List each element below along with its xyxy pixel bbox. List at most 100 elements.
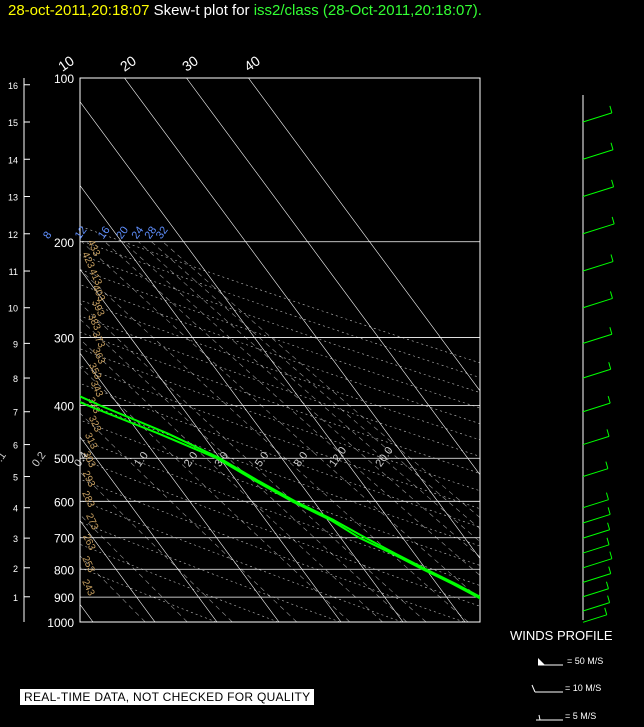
chart-header: 28-oct-2011,20:18:07 Skew-t plot for iss…: [8, 2, 482, 19]
wind-barb-flag: [604, 607, 608, 615]
wind-barb: [582, 435, 610, 446]
wind-barb-50-icon: [538, 657, 563, 666]
wind-legend-10-label: = 10 M/S: [565, 683, 602, 693]
wind-barb: [582, 573, 611, 583]
isotherm-line: [80, 268, 342, 622]
pressure-tick-label: 400: [54, 400, 74, 414]
mixing-ratio-label: 20: [114, 224, 131, 241]
height-tick-label: 1: [13, 593, 18, 603]
dry-adiabat-line: [80, 438, 480, 586]
height-tick-label: 16: [8, 81, 18, 91]
header-source: iss2/class (28-Oct-2011,20:18:07).: [253, 2, 482, 19]
height-tick-label: 5: [13, 473, 18, 483]
mixing-ratio-line: [104, 241, 480, 576]
pressure-tick-label: 800: [54, 563, 74, 577]
mixing-ratio-label: 12: [73, 224, 90, 241]
dry-adiabat-line: [80, 567, 217, 622]
wind-barb: [582, 149, 614, 160]
wind-barb-flag: [609, 327, 613, 335]
wind-barb-flag: [609, 291, 613, 299]
dewpoint-trace: [80, 401, 480, 600]
wind-barb-flag: [609, 105, 613, 114]
mixing-ratio-label: 12.0: [327, 445, 349, 469]
wind-barb: [582, 499, 609, 509]
mixing-ratio-label: 28: [142, 224, 159, 241]
wind-barb: [582, 297, 613, 309]
wind-barb-5-icon: [536, 714, 563, 721]
wind-barb: [582, 368, 611, 379]
height-tick-label: 14: [8, 155, 18, 165]
mixing-ratio-label: 5.0: [253, 450, 272, 469]
wind-barb-flag: [608, 362, 612, 370]
mixing-ratio-label: 1.0: [132, 450, 151, 469]
height-tick-label: 13: [8, 193, 18, 203]
header-title: Skew-t plot for: [153, 2, 250, 19]
height-tick-label: 7: [13, 408, 18, 418]
mixing-ratio-line: [80, 338, 383, 622]
mixing-ratio-line: [80, 366, 351, 622]
wind-barb: [582, 402, 611, 413]
mixing-ratio-label: 8.0: [292, 450, 311, 469]
mixing-ratio-line: [138, 241, 480, 543]
dry-adiabat-label: 353: [86, 361, 103, 381]
wind-barb-flag: [611, 179, 615, 187]
wind-barb: [582, 112, 613, 123]
wind-barb-flag: [607, 396, 611, 404]
mixing-ratio-label: 32: [154, 224, 171, 241]
winds-profile-title: WINDS PROFILE: [510, 628, 613, 643]
mixing-ratio-label: 24: [129, 224, 146, 241]
wind-barb: [582, 261, 614, 272]
isotherm-line: [248, 78, 480, 392]
isotherm-line: [80, 352, 280, 622]
wind-barb-flag: [608, 566, 612, 574]
height-tick-label: 2: [13, 564, 18, 574]
mixing-ratio-label: 2.0: [182, 450, 201, 469]
height-tick-label: 12: [8, 230, 18, 240]
wind-legend-5: = 5 M/S: [535, 711, 596, 722]
wind-barb: [582, 529, 610, 539]
dry-adiabat-label: 283: [79, 489, 96, 509]
dry-adiabat-line: [80, 544, 279, 622]
height-tick-label: 9: [13, 339, 18, 349]
wind-barb-flag: [607, 595, 611, 603]
mixing-ratio-label: 16: [96, 224, 113, 241]
wind-barb: [582, 588, 609, 598]
quality-notice: REAL-TIME DATA, NOT CHECKED FOR QUALITY: [20, 689, 315, 705]
temperature-trace: [80, 395, 480, 598]
wind-barb-flag: [610, 142, 614, 150]
wind-barb-flag: [611, 216, 615, 225]
mixing-ratio-label: 4: [0, 229, 3, 241]
mixing-ratio-line: [80, 471, 233, 622]
isotherm-line: [80, 101, 466, 622]
pressure-tick-label: 200: [54, 236, 74, 250]
wind-barb-flag: [605, 461, 609, 469]
height-tick-label: 3: [13, 534, 18, 544]
isotherm-line: [124, 78, 480, 559]
wind-barb-flag: [605, 492, 609, 500]
dry-adiabat-line: [80, 458, 480, 607]
wind-legend-50-label: = 50 M/S: [567, 656, 604, 666]
dry-adiabat-label: 263: [80, 532, 97, 552]
dry-adiabat-label: 253: [79, 555, 96, 575]
height-tick-label: 15: [8, 118, 18, 128]
dry-adiabat-line: [80, 383, 480, 528]
wind-barb-flag: [609, 551, 613, 559]
wind-legend-10: = 10 M/S: [531, 683, 601, 694]
wind-legend-50: = 50 M/S: [537, 656, 603, 667]
pressure-tick-label: 900: [54, 591, 74, 605]
isotherm-line: [80, 185, 404, 622]
isotherm-label: 30: [179, 52, 201, 74]
height-tick-label: 8: [13, 374, 18, 384]
wind-barb: [582, 223, 615, 235]
mixing-ratio-label: 8: [41, 229, 54, 241]
wind-barb-10-icon: [531, 684, 563, 693]
wind-barb-flag: [607, 522, 611, 530]
mixing-ratio-line: [123, 241, 480, 558]
mixing-ratio-line: [80, 514, 188, 622]
mixing-ratio-label: 0.2: [30, 450, 49, 469]
dry-adiabat-line: [80, 478, 465, 622]
wind-barb: [582, 333, 613, 344]
mixing-ratio-line: [80, 412, 298, 622]
mixing-ratio-label: 0.1: [0, 450, 9, 469]
isotherm-line: [80, 436, 218, 622]
